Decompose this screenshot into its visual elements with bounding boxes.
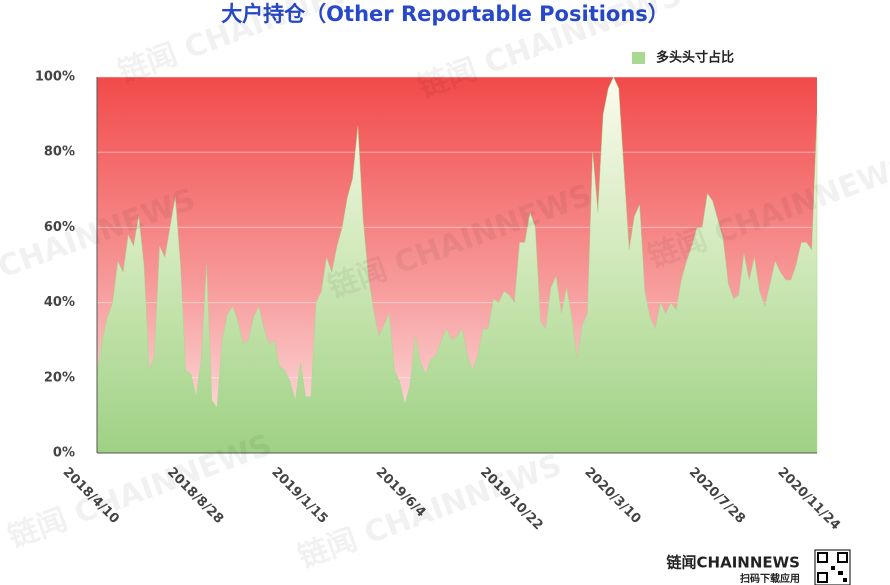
brand: 链闻CHAINNEWS xyxy=(667,554,800,572)
caption: 扫码下载应用 xyxy=(740,572,800,585)
y-tick-label: 0% xyxy=(53,446,75,461)
legend-label: 多头头寸占比 xyxy=(656,50,734,66)
legend-swatch xyxy=(632,52,645,64)
y-tick-label: 40% xyxy=(44,295,75,310)
x-tick-label: 2020/3/10 xyxy=(581,465,643,527)
qr-code xyxy=(814,549,851,585)
x-tick-label: 2019/1/15 xyxy=(268,465,330,527)
area xyxy=(96,76,818,454)
x-tick-label: 2020/11/24 xyxy=(774,465,842,533)
x-tick-label: 2020/7/28 xyxy=(686,465,748,527)
y-tick-label: 60% xyxy=(44,220,75,235)
y-tick-label: 20% xyxy=(44,370,75,385)
y-tick-label: 100% xyxy=(35,70,75,85)
chart-title: 大户持仓（Other Reportable Positions） xyxy=(221,2,669,26)
y-tick-label: 80% xyxy=(44,145,75,160)
